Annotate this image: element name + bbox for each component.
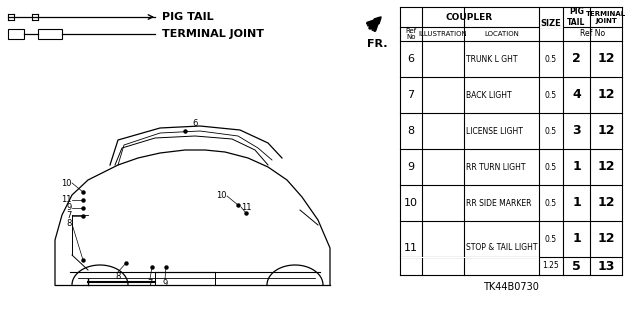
Text: 10: 10	[404, 198, 418, 208]
Text: SIZE: SIZE	[541, 19, 561, 28]
Bar	[400, 7, 622, 275]
Text: LOCATION: LOCATION	[484, 31, 519, 37]
Text: 12: 12	[597, 160, 615, 174]
Text: 10: 10	[216, 191, 227, 201]
Text: BACK LIGHT: BACK LIGHT	[466, 91, 511, 100]
Text: 9: 9	[163, 279, 168, 288]
Text: 13: 13	[597, 259, 614, 272]
Text: 11: 11	[61, 196, 72, 204]
Text: 1: 1	[572, 233, 581, 246]
Text: TERMINAL JOINT: TERMINAL JOINT	[162, 29, 264, 39]
Text: 4: 4	[572, 88, 581, 101]
Text: 6: 6	[192, 118, 197, 128]
Text: LICENSE LIGHT: LICENSE LIGHT	[466, 127, 523, 136]
Text: 0.5: 0.5	[545, 127, 557, 136]
Text: 0.5: 0.5	[545, 234, 557, 243]
Text: 0.5: 0.5	[545, 198, 557, 207]
Bar	[540, 26, 563, 27]
Text: 10: 10	[61, 179, 72, 188]
Text: 12: 12	[597, 233, 615, 246]
Text: 2: 2	[572, 53, 581, 65]
Text: PIG
TAIL: PIG TAIL	[567, 7, 586, 27]
Text: STOP & TAIL LIGHT: STOP & TAIL LIGHT	[466, 243, 538, 253]
Text: FR.: FR.	[367, 39, 387, 49]
Text: 12: 12	[597, 88, 615, 101]
Text: 9: 9	[408, 162, 415, 172]
Text: 1: 1	[572, 160, 581, 174]
Text: 1: 1	[572, 197, 581, 210]
Text: 3: 3	[572, 124, 581, 137]
Text: TERMINAL
JOINT: TERMINAL JOINT	[586, 11, 626, 24]
Text: 7: 7	[67, 211, 72, 220]
Bar	[401, 256, 538, 257]
Text: 12: 12	[597, 53, 615, 65]
Text: ILLUSTRATION: ILLUSTRATION	[419, 31, 467, 37]
Text: 0.5: 0.5	[545, 162, 557, 172]
Text: RR TURN LIGHT: RR TURN LIGHT	[466, 162, 525, 172]
Text: TRUNK L GHT: TRUNK L GHT	[466, 55, 518, 63]
Bar	[8, 29, 24, 39]
Text: TK44B0730: TK44B0730	[483, 282, 539, 292]
Text: 11: 11	[404, 243, 418, 253]
Text: 9: 9	[67, 204, 72, 212]
Text: Ref No: Ref No	[580, 29, 605, 39]
Text: 0.5: 0.5	[545, 55, 557, 63]
Text: 7: 7	[147, 279, 153, 288]
Text: 6: 6	[408, 54, 415, 64]
Text: Ref
No: Ref No	[405, 28, 417, 40]
Text: 8: 8	[67, 219, 72, 228]
Text: 1.25: 1.25	[543, 262, 559, 271]
Text: 0.5: 0.5	[545, 91, 557, 100]
Text: 11: 11	[241, 203, 252, 211]
Bar	[38, 29, 62, 39]
Text: 12: 12	[597, 124, 615, 137]
Text: 8: 8	[115, 272, 121, 281]
Text: 5: 5	[572, 259, 581, 272]
Text: 8: 8	[408, 126, 415, 136]
Text: PIG TAIL: PIG TAIL	[162, 12, 214, 22]
Text: 12: 12	[597, 197, 615, 210]
Text: COUPLER: COUPLER	[446, 12, 493, 21]
Text: RR SIDE MARKER: RR SIDE MARKER	[466, 198, 531, 207]
Text: 7: 7	[408, 90, 415, 100]
